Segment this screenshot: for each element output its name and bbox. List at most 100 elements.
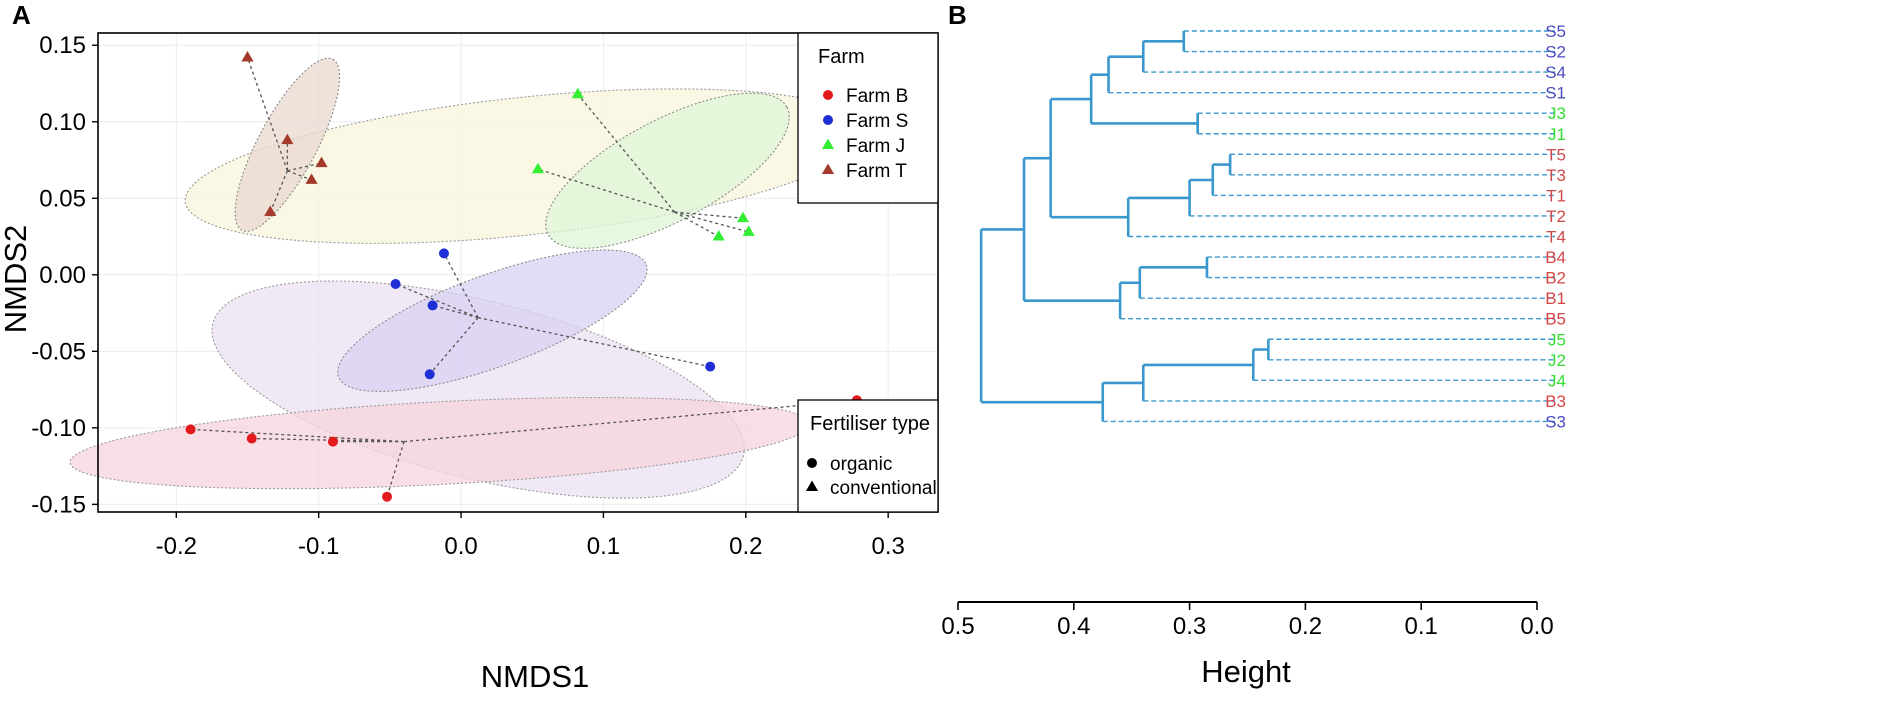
point-farm-s (705, 361, 716, 372)
leaf-label-b1: B1 (1545, 289, 1566, 308)
point-farm-j (736, 211, 750, 223)
fertiliser-legend-box (797, 399, 939, 513)
plot-a-frame (97, 32, 939, 513)
leaf-label-t5: T5 (1546, 145, 1566, 164)
height-tick-label: 0.2 (1289, 613, 1322, 640)
leaf-label-t2: T2 (1546, 207, 1566, 226)
point-farm-j (531, 162, 545, 174)
y-tick-label: 0.05 (39, 185, 86, 212)
spider-line-farm-t (246, 57, 288, 171)
farm-legend-box (797, 32, 939, 204)
fertiliser-legend: Fertiliser type organic conventional (797, 399, 939, 513)
x-tick-label: -0.1 (298, 533, 339, 560)
height-axis-title: Height (1201, 654, 1291, 689)
spider-line-farm-t (287, 170, 312, 181)
x-tick-label: 0.3 (871, 533, 904, 560)
panel-a-letter: A (12, 0, 31, 30)
x-tick-label: 0.1 (587, 533, 620, 560)
point-farm-b (246, 433, 257, 444)
point-farm-s (424, 369, 435, 380)
spider-line-farm-t (269, 170, 288, 213)
spider-line-farm-b (386, 441, 405, 497)
spider-line-farm-j (674, 211, 720, 238)
legend-label-farm-t: Farm T (846, 161, 907, 182)
legend-marker-organic (807, 458, 817, 468)
spider-line-farm-j (674, 211, 749, 233)
leaf-label-t3: T3 (1546, 166, 1566, 185)
leaf-label-j4: J4 (1548, 371, 1566, 390)
height-tick-label: 0.1 (1405, 613, 1438, 640)
legend-marker-farm-j (821, 138, 835, 149)
y-tick-label: -0.05 (31, 338, 86, 365)
plot-a-ticks: -0.2 -0.1 0.0 0.1 0.2 0.3 0.15 0.10 0.05 0.00 -0.0… (31, 32, 905, 560)
panel-b-letter: B (948, 0, 967, 30)
legend-marker-farm-s (823, 115, 833, 125)
y-tick-label: -0.15 (31, 491, 86, 518)
leaf-label-j1: J1 (1548, 125, 1566, 144)
leaf-label-s5: S5 (1545, 22, 1566, 41)
legend-marker-farm-b (823, 90, 833, 100)
height-tick-label: 0.5 (941, 613, 974, 640)
point-farm-j (571, 87, 584, 99)
point-farm-s (390, 278, 401, 289)
spider-line-farm-s (395, 283, 479, 319)
leaf-label-b5: B5 (1545, 310, 1566, 329)
fertiliser-legend-title: Fertiliser type (810, 413, 930, 435)
point-farm-b (327, 436, 338, 447)
legend-label-conventional: conventional (830, 478, 937, 499)
leaf-label-s2: S2 (1545, 43, 1566, 62)
height-tick-label: 0.0 (1520, 613, 1553, 640)
x-tick-label: 0.2 (729, 533, 762, 560)
spider-line-farm-s (432, 304, 479, 319)
farm-legend: Farm Farm B Farm S Farm J Farm T (797, 32, 939, 204)
point-farm-t (264, 205, 277, 217)
leaf-label-j5: J5 (1548, 330, 1566, 349)
group-ellipses (69, 57, 866, 499)
point-farm-b (185, 424, 196, 435)
leaf-label-s3: S3 (1545, 412, 1566, 431)
leaf-label-b3: B3 (1545, 392, 1566, 411)
y-tick-label: -0.10 (31, 415, 86, 442)
point-farm-s (427, 300, 438, 311)
point-farm-t (305, 173, 318, 184)
legend-label-farm-j: Farm J (846, 136, 905, 157)
spider-line-farm-b (404, 399, 857, 443)
legend-label-organic: organic (830, 454, 892, 475)
point-farm-j (742, 225, 755, 236)
leaf-label-j3: J3 (1548, 104, 1566, 123)
height-axis-ticks: 0.5 0.4 0.3 0.2 0.1 0.0 (941, 602, 1554, 640)
height-tick-label: 0.3 (1173, 613, 1206, 640)
nmds1-axis-title: NMDS1 (481, 659, 590, 694)
point-farm-b (382, 491, 393, 502)
y-tick-label: 0.10 (39, 109, 86, 136)
y-tick-label: 0.15 (39, 32, 86, 59)
spider-line-farm-j (577, 93, 676, 213)
dendrogram-branches (979, 30, 1555, 423)
leaf-label-j2: J2 (1548, 351, 1566, 370)
centroid-spider-lines (190, 57, 857, 497)
legend-label-farm-s: Farm S (846, 111, 908, 132)
height-tick-label: 0.4 (1057, 613, 1090, 640)
nmds2-axis-title: NMDS2 (0, 225, 33, 334)
point-farm-t (281, 133, 294, 145)
x-tick-label: -0.2 (156, 533, 197, 560)
legend-marker-conventional (805, 480, 819, 491)
leaf-label-s4: S4 (1545, 63, 1566, 82)
point-farm-j (712, 230, 725, 241)
spider-line-farm-s (429, 317, 479, 375)
point-farm-t (241, 50, 254, 62)
leaf-label-s1: S1 (1545, 84, 1566, 103)
nmds-scatter-plot: -0.2 -0.1 0.0 0.1 0.2 0.3 0.15 0.10 0.05 0.00 -0.0… (0, 32, 939, 694)
spider-line-farm-s (443, 253, 479, 318)
point-farm-t (315, 156, 328, 168)
point-farm-s (438, 248, 449, 259)
leaf-label-b2: B2 (1545, 269, 1566, 288)
legend-label-farm-b: Farm B (846, 86, 908, 107)
x-tick-label: 0.0 (444, 533, 477, 560)
leaf-label-t4: T4 (1546, 228, 1566, 247)
leaf-label-b4: B4 (1545, 248, 1566, 267)
leaf-label-t1: T1 (1546, 186, 1566, 205)
